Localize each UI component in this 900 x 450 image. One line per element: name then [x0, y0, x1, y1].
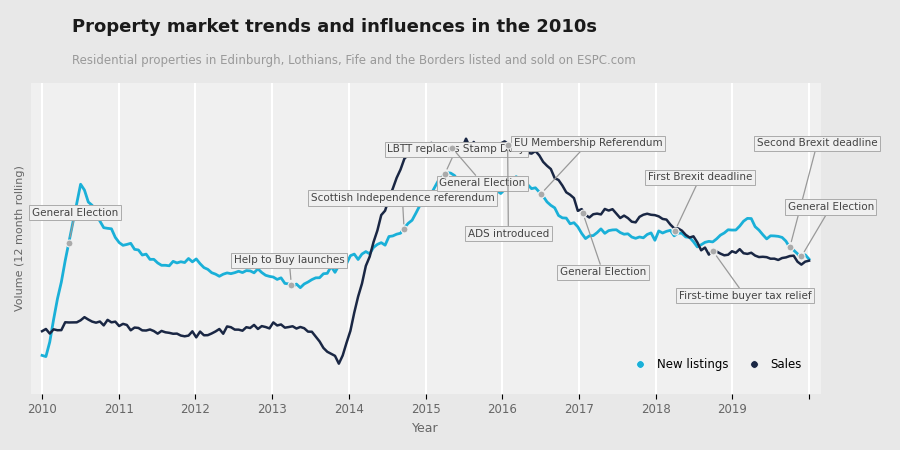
Text: Second Brexit deadline: Second Brexit deadline: [757, 138, 878, 242]
Y-axis label: Volume (12 month rolling): Volume (12 month rolling): [15, 165, 25, 311]
Text: General Election: General Election: [439, 153, 526, 188]
Text: First Brexit deadline: First Brexit deadline: [648, 172, 752, 226]
Text: General Election: General Election: [788, 202, 874, 252]
Text: Help to Buy launches: Help to Buy launches: [234, 255, 345, 279]
Text: EU Membership Referendum: EU Membership Referendum: [514, 138, 662, 190]
Text: Property market trends and influences in the 2010s: Property market trends and influences in…: [72, 18, 597, 36]
Text: ADS introduced: ADS introduced: [468, 150, 549, 238]
X-axis label: Year: Year: [412, 422, 439, 435]
Text: General Election: General Election: [560, 218, 646, 277]
Text: Scottish Independence referendum: Scottish Independence referendum: [310, 193, 494, 224]
Text: First-time buyer tax relief: First-time buyer tax relief: [679, 256, 811, 301]
Legend: New listings, Sales: New listings, Sales: [624, 353, 806, 375]
Text: Residential properties in Edinburgh, Lothians, Fife and the Borders listed and s: Residential properties in Edinburgh, Lot…: [72, 54, 635, 67]
Text: General Election: General Election: [32, 208, 118, 237]
Text: LBTT replaces Stamp Duty: LBTT replaces Stamp Duty: [387, 144, 525, 169]
